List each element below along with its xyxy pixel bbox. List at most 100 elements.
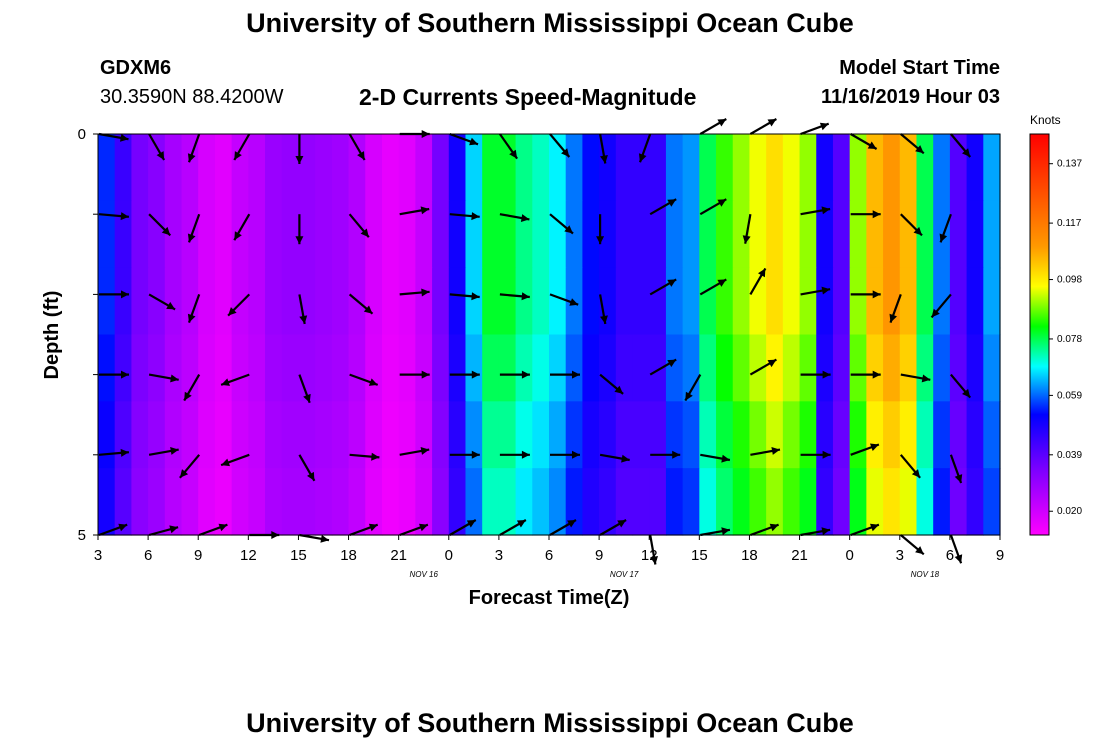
vector-arrowhead xyxy=(218,523,228,532)
heatmap-cell xyxy=(883,334,901,402)
heatmap-cell xyxy=(114,267,132,336)
current-vector xyxy=(649,358,677,376)
current-vector xyxy=(889,294,902,323)
heatmap-cell xyxy=(732,334,751,402)
heatmap-cell xyxy=(949,134,968,202)
heatmap-cell xyxy=(265,134,283,202)
current-vector xyxy=(950,133,972,158)
heatmap-cell xyxy=(315,334,333,402)
heatmap-cell xyxy=(398,200,416,269)
heatmap-cell xyxy=(899,134,918,202)
heatmap-cell xyxy=(482,267,500,336)
heatmap-cell xyxy=(649,200,667,269)
heatmap-cell xyxy=(381,401,400,469)
current-vector xyxy=(549,133,571,158)
heatmap-cell xyxy=(298,401,316,469)
heatmap-cell xyxy=(532,401,550,469)
heatmap-cell xyxy=(799,401,817,469)
current-vector xyxy=(800,527,831,537)
heatmap-cell xyxy=(866,200,884,269)
heatmap-cell xyxy=(248,401,266,469)
heatmap-cell xyxy=(198,334,216,402)
heatmap-cell xyxy=(682,267,700,336)
vector-arrowhead xyxy=(421,288,430,297)
x-tick-label: 21 xyxy=(791,547,808,564)
heatmap-cell xyxy=(448,200,467,269)
heatmap-cell xyxy=(381,134,400,202)
heatmap-cell xyxy=(883,468,901,536)
heatmap-cell xyxy=(98,200,116,269)
vector-arrowhead xyxy=(621,454,630,463)
heatmap-cell xyxy=(482,401,500,469)
heatmap-cell xyxy=(615,267,634,336)
x-tick-label: 6 xyxy=(946,547,954,564)
heatmap-cell xyxy=(365,200,383,269)
x-tick-label: 9 xyxy=(996,547,1004,564)
heatmap-cell xyxy=(732,134,751,202)
heatmap-cell xyxy=(114,468,132,536)
vector-arrowhead xyxy=(363,305,373,314)
heatmap-cell xyxy=(649,267,667,336)
heatmap-cell xyxy=(749,401,767,469)
current-vector xyxy=(399,447,430,456)
heatmap-cell xyxy=(148,468,166,536)
heatmap-cell xyxy=(315,468,333,536)
heatmap-cell xyxy=(432,334,450,402)
heatmap-cell xyxy=(532,267,550,336)
vector-arrowhead xyxy=(870,443,879,451)
vector-arrowhead xyxy=(166,301,176,310)
heatmap-cell xyxy=(181,401,199,469)
heatmap-cell xyxy=(599,468,617,536)
heatmap-cell xyxy=(799,200,817,269)
vector-arrowhead xyxy=(371,452,380,461)
vector-arrowhead xyxy=(767,119,777,127)
heatmap-cell xyxy=(148,334,166,402)
heatmap-cell xyxy=(298,334,316,402)
heatmap-cell xyxy=(565,468,583,536)
heatmap-cell xyxy=(348,334,366,402)
x-tick-label: 3 xyxy=(94,547,102,564)
heatmap-cell xyxy=(866,134,884,202)
current-vector xyxy=(187,133,201,163)
current-vector xyxy=(98,523,128,537)
heatmap-cell xyxy=(515,200,533,269)
heatmap-cell xyxy=(682,401,700,469)
vector-arrowhead xyxy=(228,307,237,316)
heatmap-cell xyxy=(799,134,817,202)
vector-arrowhead xyxy=(600,155,608,164)
heatmap-cell xyxy=(632,334,650,402)
vector-arrowhead xyxy=(915,546,924,555)
current-vector xyxy=(449,450,480,459)
vector-arrowhead xyxy=(771,447,780,455)
heatmap-cell xyxy=(214,334,233,402)
heatmap-cell xyxy=(248,468,266,536)
heatmap-cell xyxy=(849,401,867,469)
heatmap-cell xyxy=(832,401,851,469)
heatmap-cell xyxy=(432,401,450,469)
vector-arrowhead xyxy=(420,206,430,215)
heatmap-cell xyxy=(916,134,934,202)
vector-arrowhead xyxy=(184,391,192,401)
current-vector xyxy=(220,453,250,467)
heatmap-cell xyxy=(582,200,600,269)
heatmap-cell xyxy=(331,334,350,402)
heatmap-cell xyxy=(832,267,851,336)
heatmap-cell xyxy=(582,468,600,536)
vector-arrowhead xyxy=(234,151,242,160)
chart-title: 2-D Currents Speed-Magnitude xyxy=(359,84,697,110)
heatmap-cell xyxy=(782,334,801,402)
heatmap-cell xyxy=(565,134,583,202)
current-vector xyxy=(599,519,627,536)
vector-arrowhead xyxy=(509,149,518,159)
heatmap-cell xyxy=(699,334,717,402)
heatmap-cell xyxy=(398,334,416,402)
heatmap-area xyxy=(98,134,1001,536)
x-axis-label: Forecast Time(Z) xyxy=(469,587,630,609)
current-vector xyxy=(900,373,931,383)
heatmap-cell xyxy=(615,468,634,536)
current-vector xyxy=(399,523,429,537)
heatmap-cell xyxy=(832,468,851,536)
heatmap-cell xyxy=(148,401,166,469)
heatmap-cell xyxy=(365,401,383,469)
current-vector xyxy=(930,293,952,319)
